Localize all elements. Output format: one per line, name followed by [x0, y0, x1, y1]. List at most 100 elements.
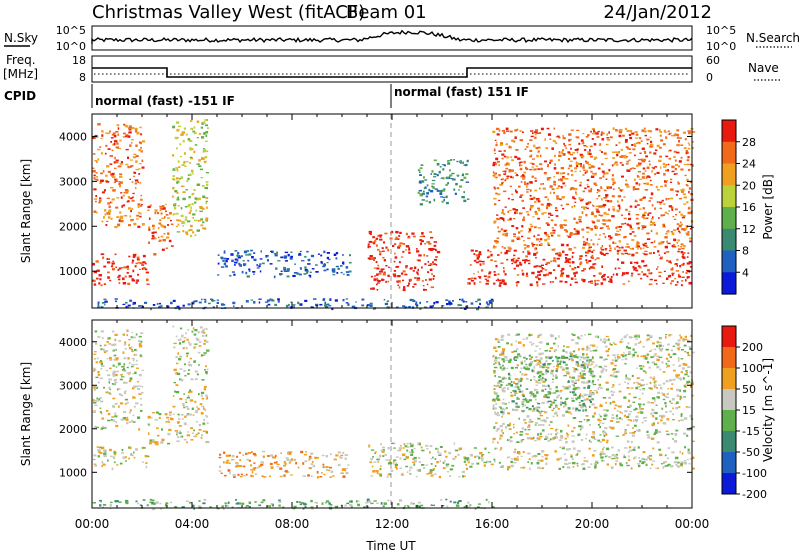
cell-velocity-r7	[591, 380, 595, 383]
cell-power-r0	[96, 269, 100, 272]
cell-velocity-r7	[641, 421, 644, 424]
cell-velocity-r7	[674, 402, 678, 405]
cell-power-r8	[543, 172, 547, 174]
cell-power-r4	[240, 264, 242, 267]
cell-velocity-r7	[533, 388, 536, 391]
cell-power-r6	[425, 195, 429, 198]
cell-velocity-r7	[662, 345, 665, 347]
cell-power-r8	[647, 129, 651, 133]
cell-velocity-r3	[186, 441, 188, 444]
cell-velocity-r8	[501, 381, 504, 383]
cell-power-r4	[261, 262, 265, 265]
cell-power-r8	[544, 238, 548, 242]
cell-power-r8	[538, 209, 541, 212]
cell-power-r8	[510, 169, 514, 172]
cell-power-r8	[673, 156, 676, 158]
cell-power-r9	[491, 300, 494, 302]
cell-velocity-r7	[666, 433, 670, 436]
cell-power-r0	[109, 279, 112, 282]
cell-velocity-r6	[688, 463, 691, 465]
cell-velocity-r8	[577, 388, 581, 390]
cell-power-r8	[530, 205, 533, 209]
cell-power-r9	[419, 301, 421, 305]
cell-power-r8	[635, 214, 640, 216]
cell-velocity-r0	[97, 449, 101, 452]
cell-velocity-r7	[513, 432, 515, 435]
cell-power-r7	[616, 258, 619, 261]
cell-velocity-r8	[516, 396, 519, 399]
cell-power-r7	[581, 270, 585, 272]
cell-velocity-r3	[198, 393, 200, 396]
cell-power-r5	[409, 268, 413, 270]
cell-power-r7	[549, 281, 552, 283]
cell-velocity-r6	[583, 457, 586, 459]
cell-power-r8	[575, 162, 580, 166]
cell-power-r9	[97, 301, 100, 304]
cell-power-r0	[132, 253, 137, 257]
cell-velocity-r4	[269, 475, 271, 477]
cell-power-r7	[528, 259, 531, 262]
cell-power-r5	[382, 256, 385, 259]
cell-velocity-r4	[330, 453, 332, 456]
cell-power-r8	[674, 208, 678, 211]
cell-power-r8	[532, 215, 535, 218]
cell-velocity-r1	[152, 412, 155, 414]
cell-power-r8	[562, 154, 566, 156]
cell-velocity-r3	[198, 423, 202, 427]
cell-power-r8	[674, 133, 677, 136]
cell-power-r2	[135, 155, 139, 157]
cell-power-r9	[386, 300, 390, 303]
cell-velocity-r6	[667, 463, 671, 466]
cell-power-r8	[547, 212, 552, 215]
cell-velocity-r4	[290, 474, 293, 476]
cell-power-r8	[553, 127, 556, 130]
cell-power-r9	[114, 298, 118, 300]
cell-velocity-r4	[253, 462, 256, 464]
cell-velocity-r3	[202, 331, 206, 334]
cell-power-r8	[629, 247, 632, 250]
cell-velocity-r7	[583, 365, 586, 368]
cell-velocity-r7	[493, 399, 496, 402]
cell-power-r8	[665, 155, 669, 158]
cell-velocity-r2	[126, 330, 129, 332]
cell-power-r9	[129, 299, 133, 302]
cell-velocity-r7	[557, 365, 559, 368]
cell-power-r2	[111, 198, 115, 201]
cell-power-r8	[661, 199, 664, 202]
cell-power-r9	[211, 299, 214, 302]
cell-velocity-r6	[599, 454, 602, 456]
cell-velocity-r5	[406, 449, 409, 452]
cell-velocity-r7	[525, 433, 529, 435]
cell-power-r8	[636, 204, 640, 206]
cell-power-r8	[646, 238, 651, 240]
cell-power-r8	[636, 222, 640, 225]
cell-velocity-r8	[531, 369, 534, 372]
cell-velocity-r7	[572, 334, 576, 336]
cell-power-r8	[519, 196, 522, 198]
cell-velocity-r8	[511, 400, 515, 403]
cell-velocity-r4	[274, 454, 277, 458]
cell-power-r8	[589, 149, 591, 152]
cell-velocity-r8	[523, 366, 526, 369]
cell-velocity-r7	[655, 387, 658, 389]
cell-power-r8	[560, 151, 564, 154]
cell-power-r7	[676, 258, 679, 261]
cell-velocity-r3	[177, 352, 180, 355]
cell-velocity-r5	[402, 447, 405, 449]
cell-velocity-r7	[556, 432, 559, 435]
cell-velocity-r7	[602, 409, 607, 411]
cell-power-r8	[604, 248, 608, 250]
cell-velocity-r7	[570, 412, 573, 415]
cell-power-r9	[212, 300, 216, 302]
cell-velocity-r8	[493, 407, 497, 410]
cell-velocity-r8	[590, 370, 594, 373]
cell-velocity-r4	[335, 454, 339, 457]
cell-power-r3	[184, 216, 188, 219]
cell-power-r8	[605, 172, 609, 175]
cell-velocity-r7	[559, 389, 563, 392]
cell-power-r8	[593, 225, 597, 228]
cell-power-r7	[560, 269, 563, 272]
cell-power-r8	[540, 203, 544, 206]
cell-power-r8	[621, 246, 624, 249]
cell-velocity-r5	[368, 445, 371, 448]
